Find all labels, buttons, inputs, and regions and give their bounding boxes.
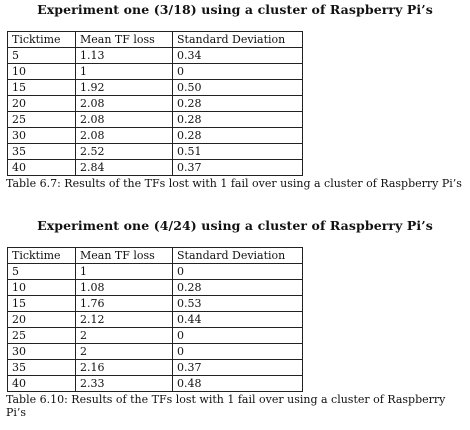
standard-deviation-cell: 0.44 [172, 311, 303, 328]
table-row: 35 2.16 0.37 [7, 359, 303, 376]
standard-deviation-cell: 0.28 [172, 95, 303, 112]
ticktime-cell: 25 [7, 111, 76, 128]
ticktime-cell: 10 [7, 279, 76, 296]
standard-deviation-cell: 0 [172, 327, 303, 344]
ticktime-cell: 10 [7, 63, 76, 80]
mean-tf-loss-cell: 2.33 [75, 375, 173, 392]
section-heading: Experiment one (4/24) using a cluster of… [37, 218, 433, 233]
mean-tf-loss-cell: 2.08 [75, 111, 173, 128]
ticktime-cell: 15 [7, 295, 76, 312]
mean-tf-loss-cell: 1 [75, 63, 173, 80]
ticktime-cell: 35 [7, 359, 76, 376]
column-header-ticktime: Ticktime [7, 247, 76, 264]
ticktime-cell: 5 [7, 263, 76, 280]
column-header-standard-deviation: Standard Deviation [172, 247, 303, 264]
ticktime-cell: 25 [7, 327, 76, 344]
table-row: 25 2.08 0.28 [7, 111, 303, 128]
standard-deviation-cell: 0.48 [172, 375, 303, 392]
standard-deviation-cell: 0.28 [172, 127, 303, 144]
table-row: 5 1.13 0.34 [7, 47, 303, 64]
ticktime-cell: 35 [7, 143, 76, 160]
column-header-ticktime: Ticktime [7, 31, 76, 48]
mean-tf-loss-cell: 2.12 [75, 311, 173, 328]
standard-deviation-cell: 0.34 [172, 47, 303, 64]
experiment-section-1: Experiment one (3/18) using a cluster of… [0, 0, 470, 190]
table-caption: Table 6.10: Results of the TFs lost with… [6, 393, 446, 419]
ticktime-cell: 20 [7, 311, 76, 328]
table-row: 20 2.08 0.28 [7, 95, 303, 112]
table-row: 20 2.12 0.44 [7, 311, 303, 328]
standard-deviation-cell: 0 [172, 343, 303, 360]
mean-tf-loss-cell: 2.52 [75, 143, 173, 160]
table-caption: Table 6.7: Results of the TFs lost with … [6, 177, 462, 190]
results-table: Ticktime Mean TF loss Standard Deviation… [7, 31, 303, 176]
mean-tf-loss-cell: 1.92 [75, 79, 173, 96]
ticktime-cell: 40 [7, 159, 76, 176]
mean-tf-loss-cell: 2 [75, 343, 173, 360]
mean-tf-loss-cell: 2 [75, 327, 173, 344]
standard-deviation-cell: 0.50 [172, 79, 303, 96]
table-row: 5 1 0 [7, 263, 303, 280]
table-row: 30 2.08 0.28 [7, 127, 303, 144]
column-header-mean-tf-loss: Mean TF loss [75, 31, 173, 48]
mean-tf-loss-cell: 2.08 [75, 127, 173, 144]
table-row: 35 2.52 0.51 [7, 143, 303, 160]
table-row: 15 1.92 0.50 [7, 79, 303, 96]
table-row: 25 2 0 [7, 327, 303, 344]
mean-tf-loss-cell: 1 [75, 263, 173, 280]
column-header-standard-deviation: Standard Deviation [172, 31, 303, 48]
mean-tf-loss-cell: 1.76 [75, 295, 173, 312]
standard-deviation-cell: 0 [172, 63, 303, 80]
standard-deviation-cell: 0.51 [172, 143, 303, 160]
section-heading: Experiment one (3/18) using a cluster of… [37, 2, 433, 17]
table-header-row: Ticktime Mean TF loss Standard Deviation [7, 31, 303, 48]
ticktime-cell: 30 [7, 127, 76, 144]
ticktime-cell: 15 [7, 79, 76, 96]
table-row: 30 2 0 [7, 343, 303, 360]
experiment-section-2: Experiment one (4/24) using a cluster of… [0, 216, 470, 419]
results-table: Ticktime Mean TF loss Standard Deviation… [7, 247, 303, 392]
mean-tf-loss-cell: 1.08 [75, 279, 173, 296]
mean-tf-loss-cell: 1.13 [75, 47, 173, 64]
table-row: 10 1 0 [7, 63, 303, 80]
standard-deviation-cell: 0.37 [172, 359, 303, 376]
table-row: 10 1.08 0.28 [7, 279, 303, 296]
ticktime-cell: 40 [7, 375, 76, 392]
table-row: 15 1.76 0.53 [7, 295, 303, 312]
ticktime-cell: 30 [7, 343, 76, 360]
table-row: 40 2.84 0.37 [7, 159, 303, 176]
standard-deviation-cell: 0.37 [172, 159, 303, 176]
table-header-row: Ticktime Mean TF loss Standard Deviation [7, 247, 303, 264]
ticktime-cell: 20 [7, 95, 76, 112]
mean-tf-loss-cell: 2.84 [75, 159, 173, 176]
standard-deviation-cell: 0.53 [172, 295, 303, 312]
standard-deviation-cell: 0 [172, 263, 303, 280]
standard-deviation-cell: 0.28 [172, 279, 303, 296]
column-header-mean-tf-loss: Mean TF loss [75, 247, 173, 264]
table-row: 40 2.33 0.48 [7, 375, 303, 392]
ticktime-cell: 5 [7, 47, 76, 64]
mean-tf-loss-cell: 2.08 [75, 95, 173, 112]
mean-tf-loss-cell: 2.16 [75, 359, 173, 376]
standard-deviation-cell: 0.28 [172, 111, 303, 128]
